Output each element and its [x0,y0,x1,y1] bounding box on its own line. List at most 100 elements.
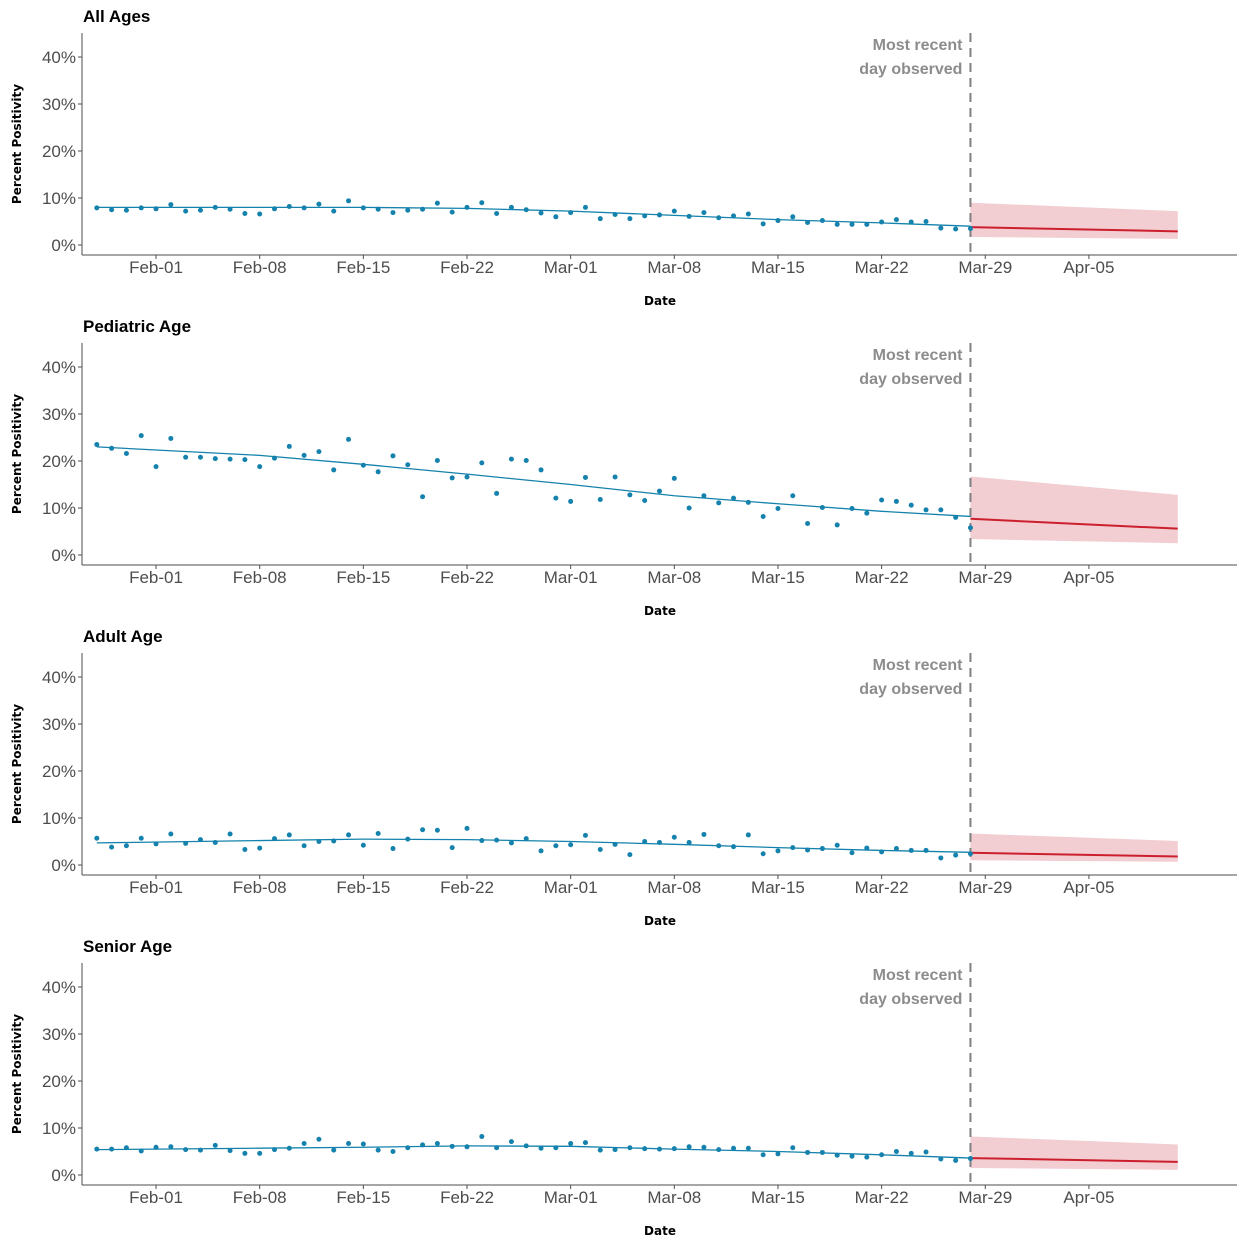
observed-point [731,1145,737,1151]
y-tick-label: 30% [42,95,76,114]
observed-point [301,1141,307,1147]
observed-point [582,1140,588,1146]
observed-point [568,210,574,216]
observed-point [494,837,500,843]
observed-point [286,203,292,209]
observed-point [420,494,426,500]
observed-point [183,454,189,460]
observed-point [627,216,633,222]
chart-svg: Adult Age 0% 10% 20% 30% 40% Feb-01 Feb-08 Feb-1… [10,627,1237,928]
observed-point [612,211,618,217]
observed-point [819,846,825,852]
observed-point [716,215,722,221]
observed-point [805,847,811,853]
observed-point [553,214,559,220]
y-tick-label: 20% [42,762,76,781]
observed-point [109,844,115,850]
observed-point [642,213,648,219]
observed-point [405,462,411,468]
observed-point [242,457,248,463]
observed-point [834,522,840,528]
observed-point [967,851,973,857]
observed-point [316,201,322,207]
observed-point [938,225,944,231]
observed-point [671,1146,677,1152]
y-tick-label: 10% [42,189,76,208]
x-tick-label: Feb-15 [336,1188,390,1207]
observed-point [923,507,929,513]
observed-point [153,464,159,470]
forecast-mean-line [970,517,1178,530]
observed-point [479,460,485,466]
observed-point [953,514,959,520]
forecast-interval-band [970,833,1178,862]
trend-line [96,206,971,227]
x-tick-label: Feb-01 [129,1188,183,1207]
observed-point [864,221,870,227]
observed-point [272,455,277,461]
x-tick-label: Mar-15 [751,1188,805,1207]
x-tick-label: Feb-01 [129,878,183,897]
x-tick-label: Mar-08 [647,878,701,897]
observed-point [272,836,277,842]
observed-point [893,846,899,852]
observed-point [701,493,707,499]
observed-point [538,210,544,216]
most-recent-annotation: Most recent [873,657,963,674]
observed-point [775,218,781,224]
observed-point [494,211,500,217]
observed-point [612,841,618,847]
observed-point [212,839,218,845]
y-tick-label: 20% [42,452,76,471]
observed-point [612,474,618,480]
observed-point [686,505,692,511]
y-axis-title: Percent Positivity [10,394,24,514]
y-tick-label: 10% [42,1119,76,1138]
observed-point [434,827,440,833]
observed-point [790,214,796,220]
observed-point [523,1143,529,1149]
forecast-mean-line [970,226,1178,233]
observed-point [346,436,352,442]
observed-point [390,846,396,852]
observed-point [834,221,840,227]
observed-point [434,458,440,464]
observed-point [834,842,840,848]
chart-title: Pediatric Age [83,317,191,336]
observed-point [153,206,159,212]
observed-point [967,1156,973,1162]
observed-point [508,456,514,462]
observed-point [731,844,737,850]
y-tick-label: 0% [51,236,76,255]
x-tick-label: Mar-01 [544,878,598,897]
x-tick-label: Apr-05 [1063,568,1114,587]
observed-point [745,832,751,838]
trend-line [96,1145,971,1159]
observed-point [849,1153,855,1159]
observed-point [938,507,944,513]
observed-point [464,825,470,831]
observed-point [227,831,233,837]
observed-point [967,226,973,232]
y-tick-label: 30% [42,405,76,424]
observed-point [138,1148,144,1154]
observed-point [286,1145,292,1151]
observed-point [879,497,885,503]
y-tick-label: 0% [51,1166,76,1185]
x-tick-label: Apr-05 [1063,1188,1114,1207]
observed-point [879,1152,885,1158]
observed-point [479,838,485,844]
x-tick-label: Mar-29 [958,258,1012,277]
most-recent-annotation: Most recent [873,37,963,54]
observed-point [183,208,189,214]
observed-point [582,474,588,480]
observed-point [479,200,485,206]
x-tick-label: Feb-08 [233,568,287,587]
observed-point [671,208,677,214]
observed-point [849,850,855,856]
observed-point [805,521,811,527]
observed-point [671,475,677,481]
observed-point [508,1139,514,1145]
observed-point [879,219,885,225]
x-tick-label: Mar-29 [958,878,1012,897]
